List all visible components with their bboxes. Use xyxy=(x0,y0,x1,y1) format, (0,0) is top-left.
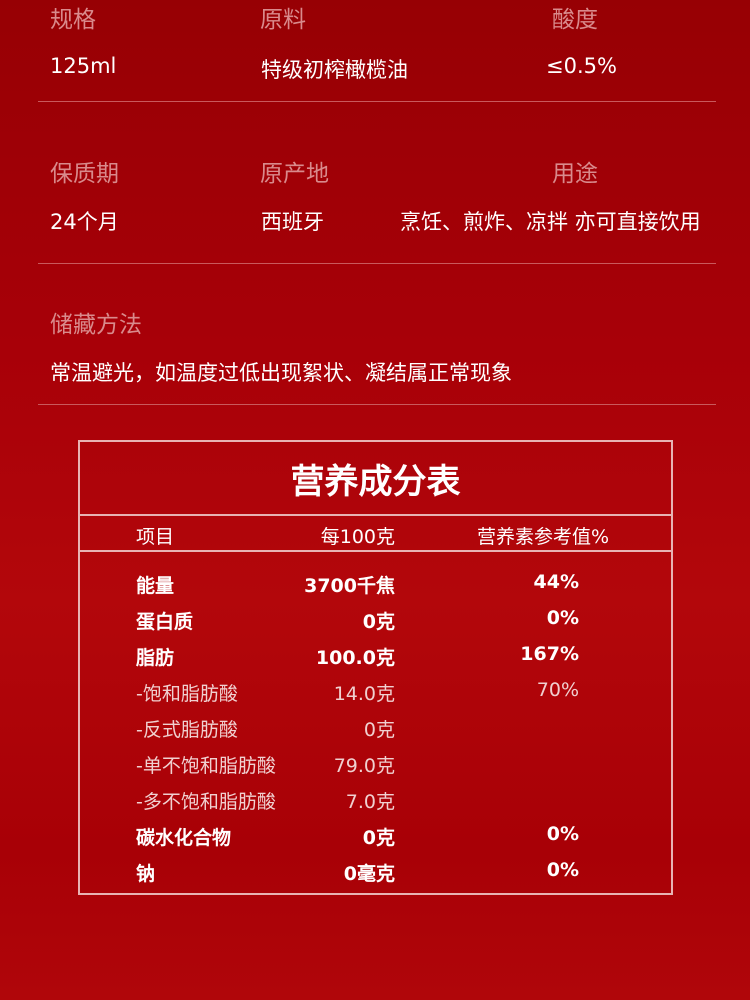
cell-amount: 14.0克 xyxy=(333,683,395,705)
cell-name: 蛋白质 xyxy=(136,611,194,633)
divider xyxy=(38,263,716,264)
spec-value-origin: 西班牙 xyxy=(261,210,324,234)
cell-name: 能量 xyxy=(136,575,175,597)
table-row: 脂肪 100.0克 167% xyxy=(80,643,671,679)
spec-value-ingredient: 特级初榨橄榄油 xyxy=(261,58,408,82)
cell-name: -反式脂肪酸 xyxy=(136,719,238,741)
cell-nrv: 167% xyxy=(520,643,579,665)
cell-nrv: 0% xyxy=(546,607,579,629)
cell-name: -多不饱和脂肪酸 xyxy=(136,791,276,813)
spec-value-size: 125ml xyxy=(50,54,117,78)
cell-name: 脂肪 xyxy=(136,647,175,669)
divider xyxy=(38,101,716,102)
cell-nrv: 70% xyxy=(536,679,579,701)
table-row: 蛋白质 0克 0% xyxy=(80,607,671,643)
cell-amount: 0克 xyxy=(362,611,395,633)
divider xyxy=(80,514,671,516)
spec-value-usage: 烹饪、煎炸、凉拌 亦可直接饮用 xyxy=(400,210,701,234)
table-row: -反式脂肪酸 0克 xyxy=(80,715,671,751)
nutrition-table: 营养成分表 项目 每100克 营养素参考值% 能量 3700千焦 44% 蛋白质 0克 0… xyxy=(78,440,673,895)
header-item: 项目 xyxy=(136,526,175,548)
spec-label-shelf-life: 保质期 xyxy=(50,161,119,187)
cell-nrv: 0% xyxy=(546,859,579,881)
header-per-100g: 每100克 xyxy=(320,526,395,548)
cell-nrv: 44% xyxy=(533,571,579,593)
cell-name: 钠 xyxy=(136,863,156,885)
cell-amount: 3700千焦 xyxy=(304,575,395,597)
table-row: 钠 0毫克 0% xyxy=(80,859,671,895)
cell-amount: 0克 xyxy=(362,827,395,849)
cell-amount: 79.0克 xyxy=(333,755,395,777)
table-row: 能量 3700千焦 44% xyxy=(80,571,671,607)
spec-value-acidity: ≤0.5% xyxy=(546,54,617,78)
spec-label-origin: 原产地 xyxy=(260,161,329,187)
cell-amount: 7.0克 xyxy=(345,791,395,813)
cell-name: 碳水化合物 xyxy=(136,827,232,849)
table-row: -单不饱和脂肪酸 79.0克 xyxy=(80,751,671,787)
spec-label-ingredient: 原料 xyxy=(260,7,306,33)
table-row: -多不饱和脂肪酸 7.0克 xyxy=(80,787,671,823)
cell-name: -饱和脂肪酸 xyxy=(136,683,238,705)
spec-label-usage: 用途 xyxy=(552,161,598,187)
spec-label-acidity: 酸度 xyxy=(552,7,598,33)
table-row: 碳水化合物 0克 0% xyxy=(80,823,671,859)
cell-amount: 100.0克 xyxy=(315,647,395,669)
cell-amount: 0克 xyxy=(363,719,395,741)
nutrition-title: 营养成分表 xyxy=(290,462,461,502)
cell-nrv: 0% xyxy=(546,823,579,845)
divider xyxy=(38,404,716,405)
cell-name: -单不饱和脂肪酸 xyxy=(136,755,276,777)
divider xyxy=(80,550,671,552)
spec-label-size: 规格 xyxy=(50,7,96,33)
storage-value: 常温避光，如温度过低出现絮状、凝结属正常现象 xyxy=(50,361,512,385)
header-nrv: 营养素参考值% xyxy=(476,526,609,548)
table-row: -饱和脂肪酸 14.0克 70% xyxy=(80,679,671,715)
cell-amount: 0毫克 xyxy=(343,863,395,885)
storage-label: 储藏方法 xyxy=(50,312,142,338)
spec-value-shelf-life: 24个月 xyxy=(50,210,119,234)
